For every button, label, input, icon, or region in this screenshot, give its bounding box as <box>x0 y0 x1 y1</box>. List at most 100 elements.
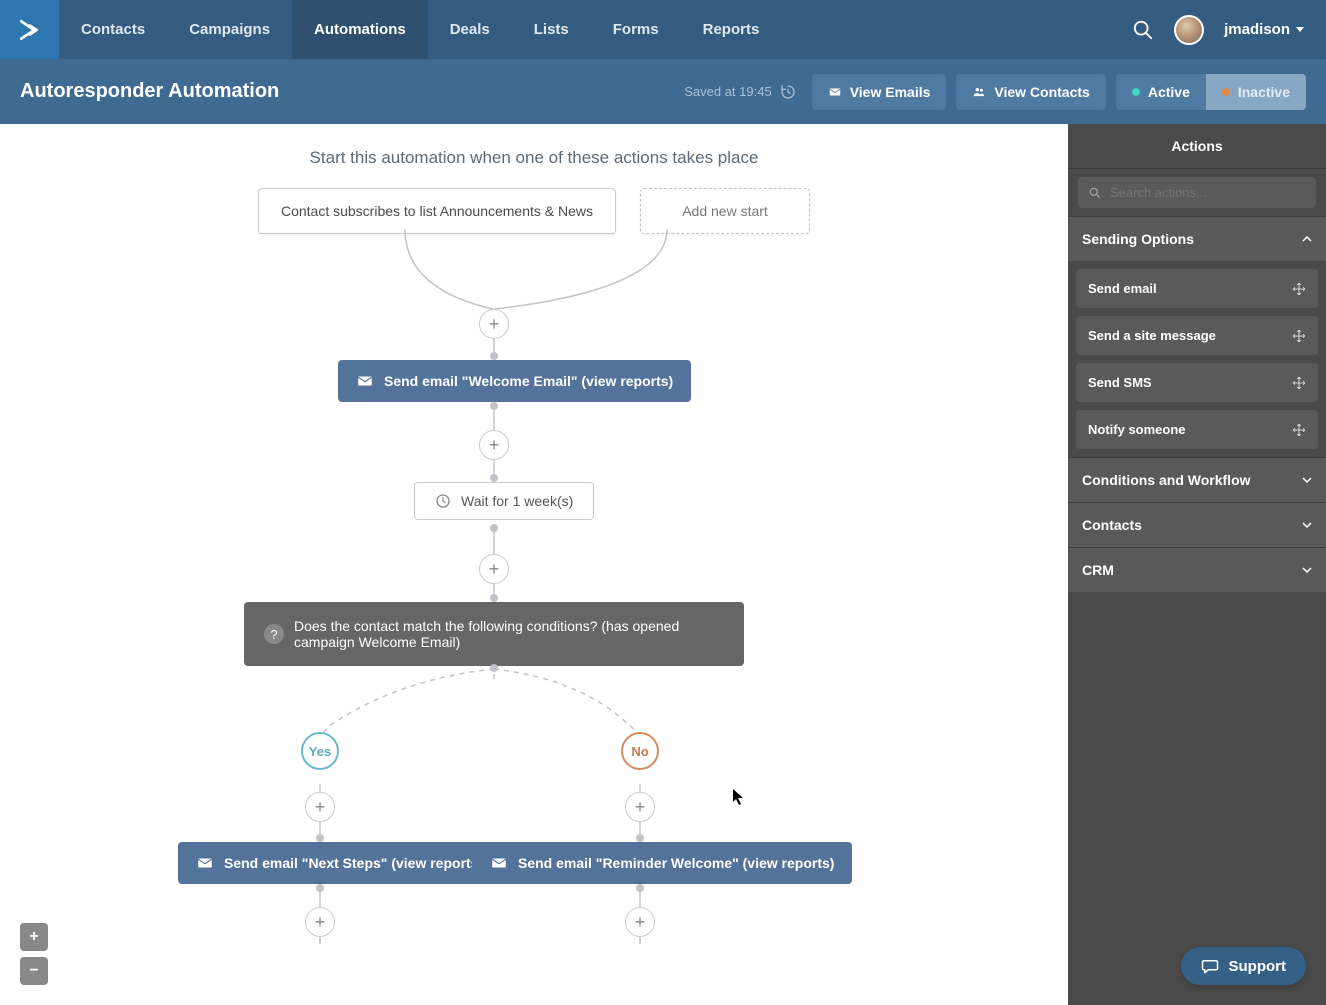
start-instruction: Start this automation when one of these … <box>0 124 1068 168</box>
nav-right: jmadison <box>1132 0 1326 59</box>
avatar[interactable] <box>1174 15 1204 45</box>
section-header-contacts[interactable]: Contacts <box>1068 503 1326 547</box>
branch-yes[interactable]: Yes <box>301 732 339 770</box>
email-node-label: Send email "Welcome Email" (view reports… <box>384 373 673 389</box>
move-icon <box>1292 423 1306 437</box>
username-menu[interactable]: jmadison <box>1224 21 1304 38</box>
view-emails-label: View Emails <box>850 84 931 100</box>
condition-node-label: Does the contact match the following con… <box>294 618 724 650</box>
nav-deals[interactable]: Deals <box>428 0 512 59</box>
add-step-button[interactable]: + <box>479 554 509 584</box>
section-label: Contacts <box>1082 517 1142 533</box>
history-icon[interactable] <box>780 84 796 100</box>
active-toggle: Active Inactive <box>1116 74 1306 110</box>
action-site-message[interactable]: Send a site message <box>1076 316 1318 355</box>
actions-search-input[interactable] <box>1078 177 1316 208</box>
caret-down-icon <box>1296 27 1304 32</box>
action-label: Send email <box>1088 281 1157 296</box>
toggle-inactive-label: Inactive <box>1238 84 1290 100</box>
connector-dot <box>636 884 644 892</box>
add-step-button[interactable]: + <box>625 792 655 822</box>
section-header-conditions[interactable]: Conditions and Workflow <box>1068 458 1326 502</box>
search-icon <box>1088 186 1102 200</box>
chevron-down-icon <box>1302 475 1312 485</box>
view-contacts-label: View Contacts <box>994 84 1089 100</box>
main: Start this automation when one of these … <box>0 124 1326 1005</box>
canvas-wrap: Start this automation when one of these … <box>0 124 1068 1005</box>
view-contacts-button[interactable]: View Contacts <box>956 74 1105 110</box>
connector-dot <box>316 834 324 842</box>
search-icon[interactable] <box>1132 19 1154 41</box>
subheader-right: Saved at 19:45 View Emails View Contacts… <box>684 74 1306 110</box>
nav-lists[interactable]: Lists <box>512 0 591 59</box>
nav-automations[interactable]: Automations <box>292 0 428 59</box>
section-sending-options: Sending Options Send email Send a site m… <box>1068 216 1326 457</box>
top-nav: Contacts Campaigns Automations Deals Lis… <box>0 0 1326 59</box>
support-label: Support <box>1229 958 1287 975</box>
section-label: CRM <box>1082 562 1114 578</box>
clock-icon <box>435 493 451 509</box>
section-label: Conditions and Workflow <box>1082 472 1251 488</box>
connector-dot <box>490 474 498 482</box>
condition-node[interactable]: ? Does the contact match the following c… <box>244 602 744 666</box>
mail-icon <box>356 372 374 390</box>
zoom-out-button[interactable]: − <box>20 957 48 985</box>
add-step-button[interactable]: + <box>479 309 509 339</box>
move-icon <box>1292 376 1306 390</box>
connector-dot <box>490 524 498 532</box>
zoom-controls: + − <box>20 923 48 985</box>
start-trigger[interactable]: Contact subscribes to list Announcements… <box>258 188 616 234</box>
section-header-crm[interactable]: CRM <box>1068 548 1326 592</box>
action-send-email[interactable]: Send email <box>1076 269 1318 308</box>
page-title: Autoresponder Automation <box>20 80 279 103</box>
add-start-trigger[interactable]: Add new start <box>640 188 810 234</box>
add-step-button[interactable]: + <box>305 907 335 937</box>
inactive-dot-icon <box>1222 88 1230 96</box>
toggle-inactive[interactable]: Inactive <box>1206 74 1306 110</box>
move-icon <box>1292 329 1306 343</box>
section-body-sending: Send email Send a site message Send SMS … <box>1068 261 1326 457</box>
username-label: jmadison <box>1224 21 1290 38</box>
wait-node-label: Wait for 1 week(s) <box>461 493 573 509</box>
add-step-button[interactable]: + <box>625 907 655 937</box>
email-node-welcome[interactable]: Send email "Welcome Email" (view reports… <box>338 360 691 402</box>
zoom-in-button[interactable]: + <box>20 923 48 951</box>
add-step-button[interactable]: + <box>305 792 335 822</box>
sidebar-title: Actions <box>1068 124 1326 169</box>
toggle-active[interactable]: Active <box>1116 74 1206 110</box>
wait-node[interactable]: Wait for 1 week(s) <box>414 482 594 520</box>
action-label: Notify someone <box>1088 422 1186 437</box>
automation-canvas[interactable]: Start this automation when one of these … <box>0 124 1068 1005</box>
logo[interactable] <box>0 0 59 59</box>
move-icon <box>1292 282 1306 296</box>
nav-contacts[interactable]: Contacts <box>59 0 167 59</box>
email-node-reminder[interactable]: Send email "Reminder Welcome" (view repo… <box>472 842 852 884</box>
chat-icon <box>1201 957 1219 975</box>
mail-icon <box>196 854 214 872</box>
section-header-sending[interactable]: Sending Options <box>1068 217 1326 261</box>
email-node-label: Send email "Next Steps" (view reports) <box>224 855 483 871</box>
email-node-label: Send email "Reminder Welcome" (view repo… <box>518 855 834 871</box>
action-send-sms[interactable]: Send SMS <box>1076 363 1318 402</box>
email-node-next-steps[interactable]: Send email "Next Steps" (view reports) <box>178 842 501 884</box>
section-conditions: Conditions and Workflow <box>1068 457 1326 502</box>
nav-forms[interactable]: Forms <box>591 0 681 59</box>
section-contacts: Contacts <box>1068 502 1326 547</box>
action-notify[interactable]: Notify someone <box>1076 410 1318 449</box>
contacts-icon <box>972 85 986 99</box>
actions-sidebar: Actions Sending Options Send email Send … <box>1068 124 1326 1005</box>
mail-icon <box>828 85 842 99</box>
saved-label: Saved at 19:45 <box>684 84 795 100</box>
view-emails-button[interactable]: View Emails <box>812 74 947 110</box>
cursor-icon <box>732 788 746 806</box>
connector-dot <box>490 352 498 360</box>
chevron-up-icon <box>1302 234 1312 244</box>
connector-dot <box>636 834 644 842</box>
nav-reports[interactable]: Reports <box>681 0 782 59</box>
branch-no[interactable]: No <box>621 732 659 770</box>
section-crm: CRM <box>1068 547 1326 592</box>
add-step-button[interactable]: + <box>479 430 509 460</box>
support-button[interactable]: Support <box>1181 947 1307 985</box>
nav-campaigns[interactable]: Campaigns <box>167 0 292 59</box>
chevron-down-icon <box>1302 565 1312 575</box>
